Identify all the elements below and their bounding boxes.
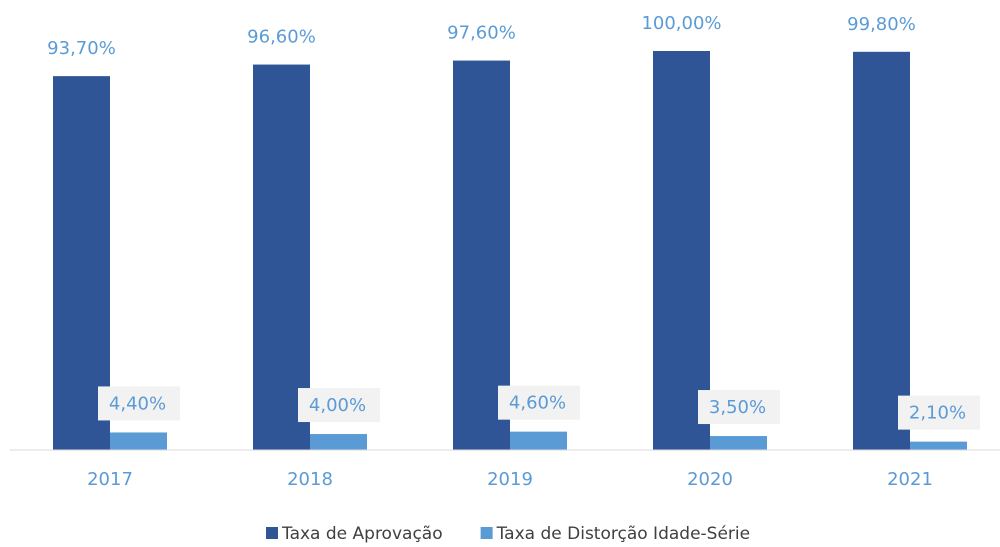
data-label-box [98,386,180,421]
bar [510,431,567,450]
legend: Taxa de Aprovação Taxa de Distorção Idade… [266,524,750,544]
data-label: 4,60% [509,393,566,414]
legend-swatch [266,527,278,539]
x-tick-label: 2018 [287,469,333,490]
legend-swatch [480,527,493,539]
bar [853,51,910,450]
legend-label: Taxa de Distorção Idade-Série [496,524,750,544]
data-label: 99,80% [847,14,916,35]
bar [710,436,767,450]
data-label: 96,60% [247,27,316,48]
x-tick-label: 2021 [887,469,933,490]
legend-label: Taxa de Aprovação [281,524,443,544]
data-label-box [498,385,580,420]
data-label: 100,00% [641,13,721,34]
data-label: 93,70% [47,38,116,59]
bar [310,434,367,450]
bar [453,60,510,451]
x-tick-label: 2017 [87,469,133,490]
bar [653,51,710,450]
data-label: 4,40% [109,393,166,414]
bar [110,432,167,450]
data-label-box [298,388,380,423]
bar [253,64,310,450]
data-label: 2,10% [909,403,966,424]
data-label-box [898,395,980,430]
data-label-box [698,390,780,425]
x-tick-label: 2019 [487,469,533,490]
x-tick-label: 2020 [687,469,733,490]
data-label: 97,60% [447,23,516,44]
data-label: 3,50% [709,397,766,418]
bar [910,441,967,450]
data-label: 4,00% [309,395,366,416]
